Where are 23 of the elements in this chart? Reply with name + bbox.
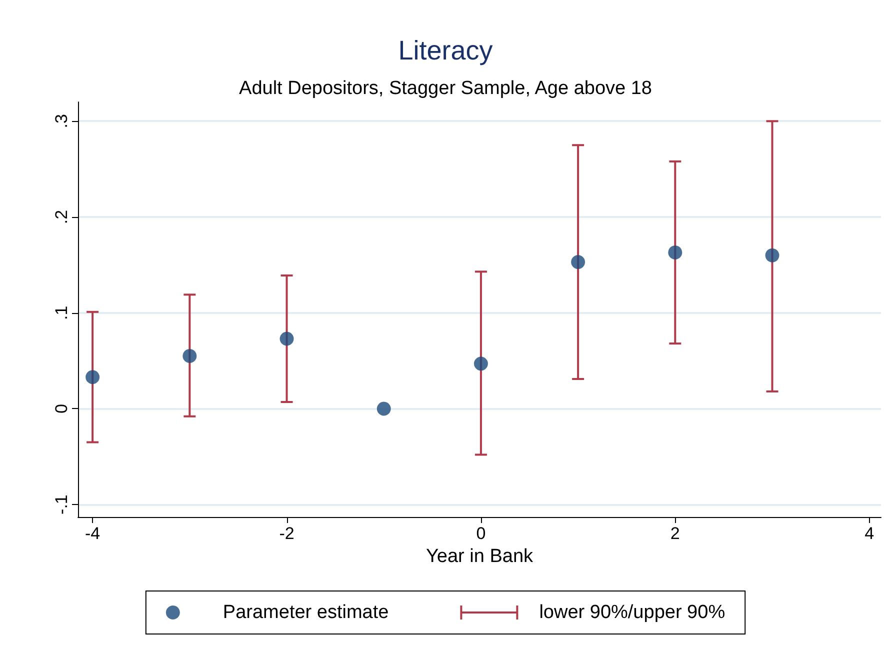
point: [765, 248, 780, 262]
y-tick-label: .3: [52, 114, 71, 128]
y-tick-label: .1: [52, 306, 71, 320]
point: [280, 332, 294, 346]
y-tick-label: -.1: [52, 494, 71, 514]
y-tick-label: 0: [52, 404, 71, 414]
chart-title: Literacy: [398, 36, 494, 66]
x-tick-label: -2: [279, 524, 294, 543]
point: [376, 402, 391, 416]
chart-subtitle: Adult Depositors, Stagger Sample, Age above 18: [239, 78, 652, 99]
x-tick-label: 2: [670, 524, 680, 543]
x-tick-label: 0: [476, 524, 486, 543]
point: [182, 348, 197, 363]
point: [86, 370, 100, 384]
legend-label: lower 90%/upper 90%: [539, 602, 726, 623]
point: [668, 245, 682, 260]
point: [571, 255, 586, 270]
x-tick-label: 4: [864, 524, 874, 543]
x-axis-title: Year in Bank: [426, 546, 534, 567]
legend-label: Parameter estimate: [222, 602, 389, 623]
x-tick-label: -4: [85, 524, 100, 543]
y-tick-label: .2: [52, 210, 71, 224]
point: [474, 356, 488, 371]
